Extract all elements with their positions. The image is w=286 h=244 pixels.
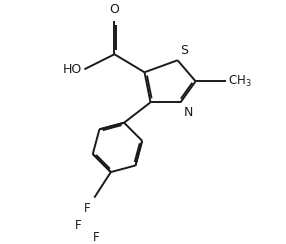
Text: N: N (184, 106, 193, 119)
Text: F: F (84, 202, 90, 215)
Text: S: S (180, 44, 188, 57)
Text: O: O (110, 3, 119, 16)
Text: HO: HO (63, 63, 82, 76)
Text: F: F (92, 231, 99, 244)
Text: F: F (74, 219, 81, 232)
Text: CH$_3$: CH$_3$ (228, 74, 252, 89)
